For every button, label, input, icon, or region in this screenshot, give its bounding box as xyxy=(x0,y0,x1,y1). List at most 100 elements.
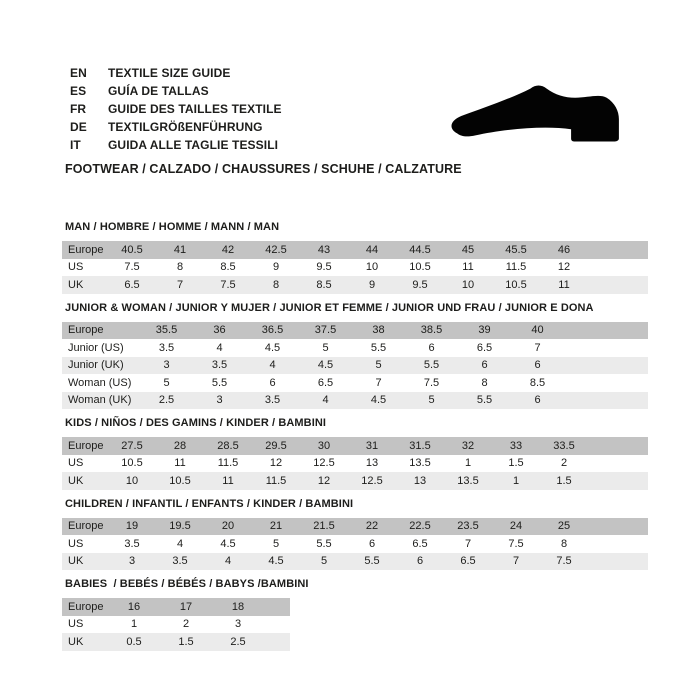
filler-cell xyxy=(564,356,648,374)
size-cell: 9 xyxy=(348,276,396,294)
size-cell: 28 xyxy=(156,437,204,455)
language-guide-title: TEXTILGRÖßENFÜHRUNG xyxy=(108,120,263,134)
filler-cell xyxy=(564,374,648,392)
size-cell: 4 xyxy=(176,537,184,550)
size-cell: 6.5 xyxy=(476,341,493,354)
size-cell: 7 xyxy=(156,276,204,294)
table-header-row: Europe 35.5 36 36.5 37.5 38 38.5 39 40 xyxy=(62,321,648,339)
filler-cell xyxy=(564,391,648,409)
size-table-junior: Europe 35.5 36 36.5 37.5 38 38.5 39 40 Junior (US… xyxy=(62,321,648,409)
size-cell: 16 xyxy=(108,598,160,616)
language-guide-title: GUIDA ALLE TAGLIE TESSILI xyxy=(108,138,279,152)
filler-cell xyxy=(564,339,648,357)
size-cell: 20 xyxy=(204,517,252,535)
language-guide-title: GUIDE DES TAILLES TEXTILE xyxy=(108,102,282,116)
language-row: IT GUIDA ALLE TAGLIE TESSILI xyxy=(70,136,700,154)
size-table-children: Europe 19 19.5 20 21 21.5 22 22.5 23.5 24 25 US 3.5 4… xyxy=(62,517,648,570)
shoe-icon xyxy=(447,80,625,146)
size-cell: 11.5 xyxy=(217,457,239,470)
language-code: IT xyxy=(70,138,81,152)
size-cell: 8 xyxy=(252,276,300,294)
table-header-row: Europe 19 19.5 20 21 21.5 22 22.5 23.5 24 25 xyxy=(62,517,648,535)
table-row: Woman (UK) 2.5 3 3.5 4 4.5 5 5.5 6 xyxy=(62,391,648,409)
size-cell: 36.5 xyxy=(246,321,299,339)
size-section-junior: JUNIOR & WOMAN / JUNIOR Y MUJER / JUNIOR… xyxy=(62,302,700,409)
size-cell: 29.5 xyxy=(252,437,300,455)
size-cell: 8.5 xyxy=(220,261,236,274)
size-cell: 6.5 xyxy=(444,552,492,570)
size-cell: 5 xyxy=(272,537,280,550)
size-cell: 6.5 xyxy=(412,537,428,550)
size-cell: 5.5 xyxy=(405,356,458,374)
section-title-children: CHILDREN / INFANTIL / ENFANTS / KINDER /… xyxy=(65,497,354,510)
size-cell: 6.5 xyxy=(317,376,334,389)
size-cell: 5.5 xyxy=(316,537,332,550)
table-header-row: Europe 40.5 41 42 42.5 43 44 44.5 45 45.5 46 xyxy=(62,241,648,259)
size-cell: 7 xyxy=(464,537,472,550)
row-label: US xyxy=(68,457,84,470)
language-code: DE xyxy=(70,120,87,134)
size-cell: 19.5 xyxy=(156,517,204,535)
size-cell: 28.5 xyxy=(204,437,252,455)
size-cell: 3.5 xyxy=(193,356,246,374)
size-cell: 13.5 xyxy=(409,457,431,470)
size-cell: 37.5 xyxy=(299,321,352,339)
filler-cell xyxy=(264,616,290,634)
filler-cell xyxy=(588,517,648,535)
size-cell: 43 xyxy=(300,241,348,259)
size-section-babies: BABIES / BEBÉS / BÉBÉS / BABYS /BAMBINI E… xyxy=(62,578,700,651)
size-cell: 3.5 xyxy=(156,552,204,570)
size-cell: 30 xyxy=(300,437,348,455)
size-cell: 24 xyxy=(492,517,540,535)
size-cell: 6 xyxy=(368,537,376,550)
row-label: UK xyxy=(62,472,108,490)
row-label: Europe xyxy=(62,241,108,259)
size-cell: 1.5 xyxy=(540,472,588,490)
size-tables: MAN / HOMBRE / HOMME / MANN / MAN Europe 4… xyxy=(62,221,700,651)
size-cell: 5 xyxy=(163,376,170,389)
size-cell: 7.5 xyxy=(204,276,252,294)
size-cell: 7.5 xyxy=(508,537,524,550)
size-cell: 3 xyxy=(140,356,193,374)
size-cell: 8.5 xyxy=(300,276,348,294)
filler-cell xyxy=(588,535,648,553)
size-cell: 11.5 xyxy=(505,261,527,274)
size-cell: 13 xyxy=(396,472,444,490)
size-cell: 4 xyxy=(246,356,299,374)
size-section-children: CHILDREN / INFANTIL / ENFANTS / KINDER /… xyxy=(62,497,700,570)
size-cell: 44.5 xyxy=(396,241,444,259)
size-cell: 22.5 xyxy=(396,517,444,535)
size-cell: 4.5 xyxy=(264,341,281,354)
size-cell: 22 xyxy=(348,517,396,535)
language-row: DE TEXTILGRÖßENFÜHRUNG xyxy=(70,118,700,136)
size-cell: 2 xyxy=(560,457,568,470)
row-label: Europe xyxy=(62,321,140,339)
row-label: Junior (UK) xyxy=(62,356,140,374)
size-cell: 32 xyxy=(444,437,492,455)
size-cell: 17 xyxy=(160,598,212,616)
row-label: Europe xyxy=(62,598,108,616)
size-cell: 7 xyxy=(375,376,382,389)
size-cell: 1 xyxy=(130,618,138,631)
size-cell: 2 xyxy=(182,618,190,631)
size-cell: 10 xyxy=(444,276,492,294)
size-cell: 9.5 xyxy=(316,261,332,274)
section-title-man: MAN / HOMBRE / HOMME / MANN / MAN xyxy=(65,221,280,233)
size-cell: 6 xyxy=(458,356,511,374)
table-header-row: Europe 16 17 18 xyxy=(62,598,290,616)
size-cell: 4 xyxy=(299,391,352,409)
section-title-babies: BABIES / BEBÉS / BÉBÉS / BABYS /BAMBINI xyxy=(65,578,309,590)
language-row: ES GUÍA DE TALLAS xyxy=(70,82,700,100)
size-cell: 3 xyxy=(108,552,156,570)
size-cell: 7.5 xyxy=(540,552,588,570)
row-label: Europe xyxy=(62,517,108,535)
row-label: Europe xyxy=(62,437,108,455)
size-cell: 42.5 xyxy=(252,241,300,259)
size-cell: 1.5 xyxy=(160,633,212,651)
size-cell: 5.5 xyxy=(348,552,396,570)
size-cell: 2.5 xyxy=(212,633,264,651)
size-cell: 38 xyxy=(352,321,405,339)
size-cell: 41 xyxy=(156,241,204,259)
size-cell: 42 xyxy=(204,241,252,259)
